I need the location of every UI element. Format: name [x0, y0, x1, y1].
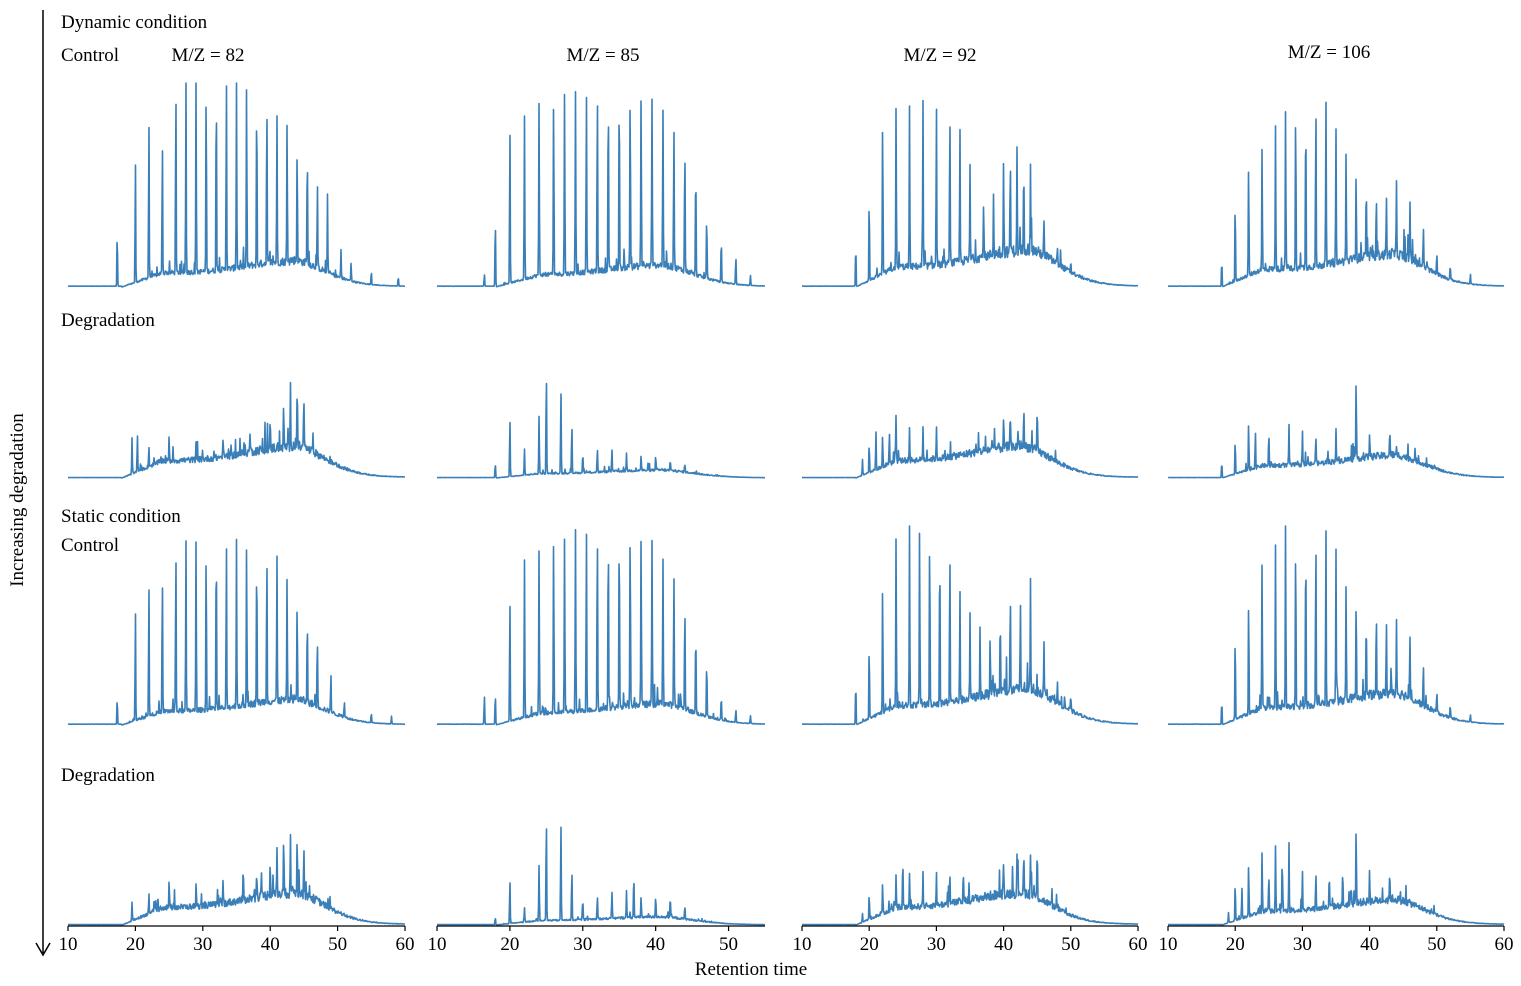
trace-row3-col3: [801, 525, 1139, 726]
x-tick-label-col3-60: 60: [1129, 934, 1148, 955]
trace-row4-col3: [801, 853, 1139, 926]
x-tick-label-col2-40: 40: [646, 934, 665, 955]
x-tick-label-col1-30: 30: [193, 934, 212, 955]
dynamic-condition-label: Dynamic condition: [61, 12, 208, 33]
static-control-label: Control: [61, 535, 119, 556]
x-tick-label-col2-20: 20: [500, 934, 519, 955]
x-tick-label-col2-10: 10: [428, 934, 447, 955]
trace-row2-col3: [801, 412, 1139, 479]
x-tick-label-col1-50: 50: [328, 934, 347, 955]
trace-row3-col1: [67, 538, 406, 726]
trace-row4-col1: [67, 833, 406, 926]
trace-row1-col2: [436, 90, 766, 288]
x-tick-label-col3-10: 10: [793, 934, 812, 955]
column-title-mz92: M/Z = 92: [904, 45, 977, 66]
x-tick-label-col4-40: 40: [1360, 934, 1379, 955]
trace-row2-col1: [67, 381, 406, 479]
x-tick-label-col2-50: 50: [719, 934, 738, 955]
traces-layer: [67, 82, 1505, 926]
trace-row1-col4: [1167, 101, 1505, 288]
trace-row3-col4: [1167, 525, 1505, 726]
y-arrow-label: Increasing degradation: [7, 413, 28, 587]
x-tick-label-col3-50: 50: [1061, 934, 1080, 955]
degradation-arrow-head: [35, 942, 51, 957]
trace-row3-col2: [436, 528, 766, 726]
x-tick-label-col3-20: 20: [860, 934, 879, 955]
trace-row4-col4: [1167, 833, 1505, 926]
x-tick-label-col4-50: 50: [1427, 934, 1446, 955]
trace-row1-col1: [67, 82, 406, 288]
x-tick-label-col4-20: 20: [1226, 934, 1245, 955]
static-degradation-label: Degradation: [61, 765, 155, 786]
x-tick-label-col4-30: 30: [1293, 934, 1312, 955]
x-tick-label-col4-60: 60: [1495, 934, 1514, 955]
x-tick-label-col3-30: 30: [927, 934, 946, 955]
x-tick-label-col4-10: 10: [1159, 934, 1178, 955]
column-title-mz82: M/Z = 82: [172, 45, 245, 66]
dynamic-degradation-label: Degradation: [61, 310, 155, 331]
column-title-mz85: M/Z = 85: [567, 45, 640, 66]
axes-layer: 10 20 30 40 50 60 10 20 30 40 50 10 20 30 40 50 60 10 20 30…: [59, 925, 1514, 955]
dynamic-control-label: Control: [61, 45, 119, 66]
trace-row2-col4: [1167, 385, 1505, 479]
x-tick-label-col2-30: 30: [573, 934, 592, 955]
column-title-mz106: M/Z = 106: [1288, 42, 1371, 63]
trace-row1-col3: [801, 99, 1139, 288]
x-axis-label: Retention time: [695, 959, 807, 980]
x-tick-label-col1-60: 60: [396, 934, 415, 955]
static-condition-label: Static condition: [61, 506, 181, 527]
x-tick-label-col3-40: 40: [994, 934, 1013, 955]
x-tick-label-col1-10: 10: [59, 934, 78, 955]
x-tick-label-col1-40: 40: [261, 934, 280, 955]
x-tick-label-col1-20: 20: [126, 934, 145, 955]
trace-row2-col2: [436, 382, 766, 479]
trace-row4-col2: [436, 826, 766, 926]
